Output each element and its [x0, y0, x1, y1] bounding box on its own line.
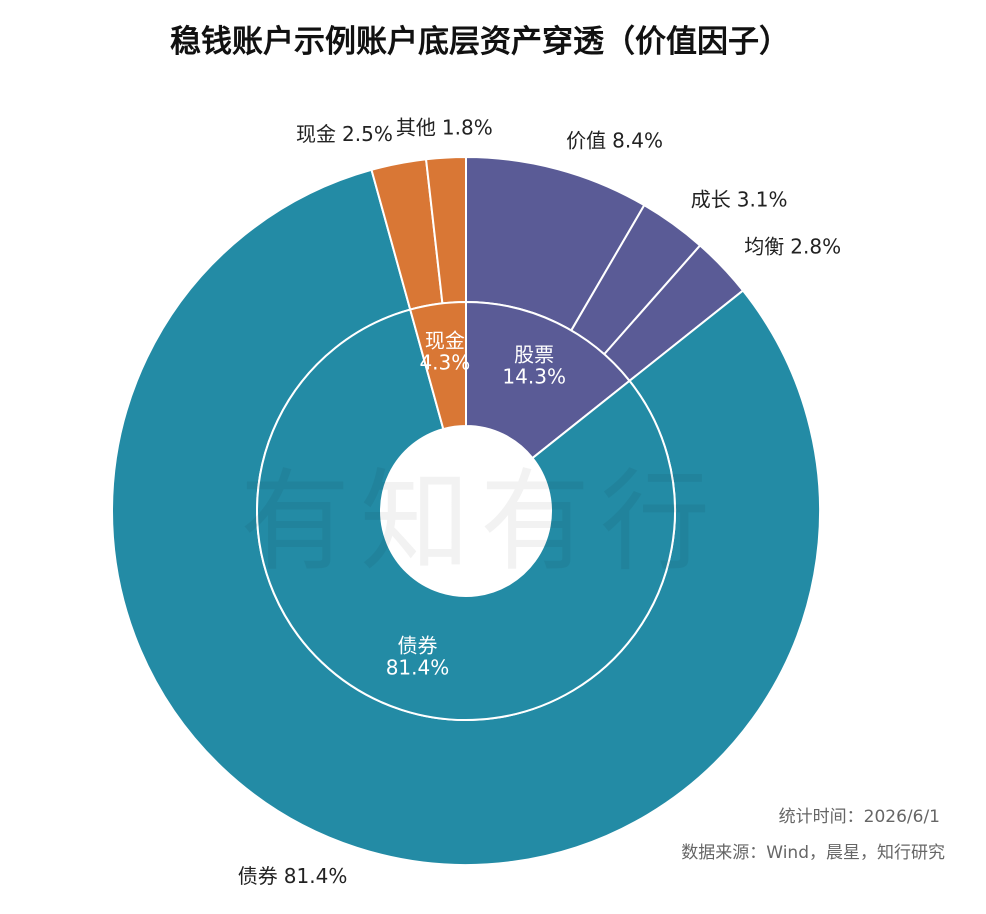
- segment-value: 1.8%: [442, 116, 493, 140]
- watermark: 有知有行: [240, 458, 720, 586]
- segment: [256, 308, 676, 721]
- segment-label: 现金 2.5%: [296, 122, 393, 146]
- segment-name: 债券: [397, 633, 437, 657]
- segment-label: 其他 1.8%: [396, 116, 493, 140]
- segment: [408, 300, 467, 431]
- chart-title: 稳钱账户示例账户底层资产穿透（价值因子）: [170, 24, 790, 60]
- segment-name: 其他: [396, 116, 436, 140]
- note: 数据来源：Wind，晨星，知行研究: [681, 843, 945, 863]
- segment-value: 8.4%: [612, 128, 663, 152]
- segment-name: 现金: [425, 328, 465, 352]
- segment-value: 3.1%: [737, 188, 788, 212]
- segment-name: 价值: [566, 128, 606, 152]
- segment-label: 现金 4.3%: [419, 328, 470, 374]
- segment-name: 成长: [691, 188, 731, 212]
- note: 统计时间：2026/6/1: [779, 807, 940, 827]
- segment-value: 14.3%: [502, 365, 566, 389]
- segment-label: 债券 81.4%: [386, 633, 450, 679]
- segment-name: 现金: [296, 122, 336, 146]
- segment-label: 债券 81.4%: [238, 864, 348, 888]
- segment-label: 价值 8.4%: [566, 128, 663, 152]
- segment-value: 81.4%: [386, 655, 450, 679]
- segment-label: 成长 3.1%: [691, 188, 788, 212]
- segment: [465, 300, 631, 460]
- segment-name: 均衡: [744, 234, 784, 258]
- segment-label: 均衡 2.8%: [744, 234, 841, 258]
- segment-value: 2.8%: [790, 234, 841, 258]
- rings: [111, 155, 821, 866]
- segment-value: 4.3%: [419, 350, 470, 374]
- segment-value: 81.4%: [284, 864, 348, 888]
- segment-label: 股票 14.3%: [502, 343, 566, 389]
- segment-name: 股票: [514, 343, 554, 367]
- segment-name: 债券: [238, 864, 278, 888]
- segment-value: 2.5%: [342, 122, 393, 146]
